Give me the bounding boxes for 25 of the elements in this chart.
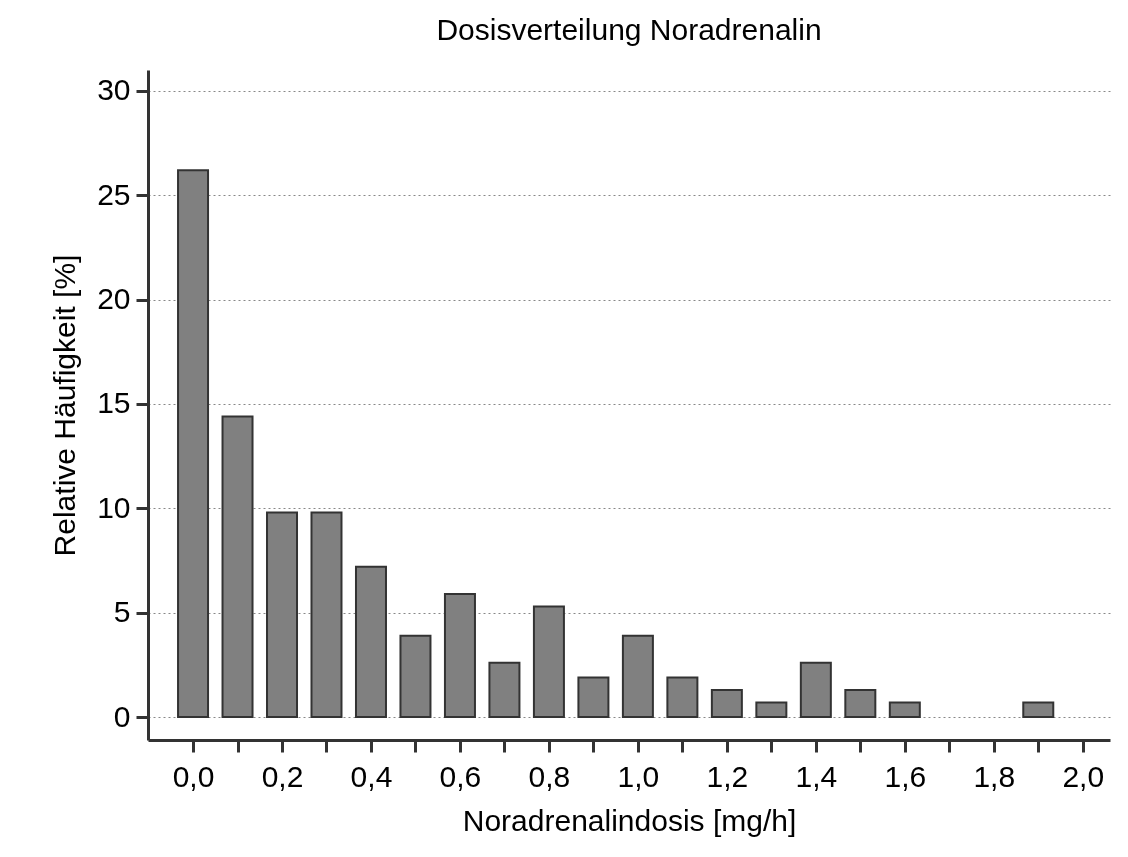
x-tick-label: 0,2 <box>261 759 304 793</box>
x-tick-label: 2,0 <box>1062 759 1105 793</box>
x-tick-label: 0,8 <box>528 759 571 793</box>
bar <box>844 688 877 719</box>
x-tick-label: 1,2 <box>706 759 749 793</box>
x-tick-label: 1,4 <box>795 759 838 793</box>
y-tick-label: 15 <box>97 386 131 420</box>
y-tick-label: 5 <box>113 595 131 629</box>
y-tick-label: 10 <box>97 490 131 524</box>
bar <box>888 701 921 719</box>
x-tick-label: 0,6 <box>439 759 482 793</box>
x-tick-label: 0,4 <box>350 759 393 793</box>
x-tick-label: 0,0 <box>172 759 215 793</box>
bar <box>443 592 476 719</box>
x-tick-label: 1,8 <box>973 759 1016 793</box>
x-tick-label: 1,6 <box>884 759 927 793</box>
y-axis-title: Relative Häufigkeit [%] <box>48 254 82 557</box>
y-tick-label: 25 <box>97 177 131 211</box>
y-tick-label: 20 <box>97 282 131 316</box>
y-tick-label: 0 <box>113 699 131 733</box>
chart-title: Dosisverteilung Noradrenalin <box>436 13 822 46</box>
bar <box>399 634 432 719</box>
x-axis-title: Noradrenalindosis [mg/h] <box>462 803 797 837</box>
y-tick-label: 30 <box>97 73 131 107</box>
x-tick-label: 1,0 <box>617 759 660 793</box>
